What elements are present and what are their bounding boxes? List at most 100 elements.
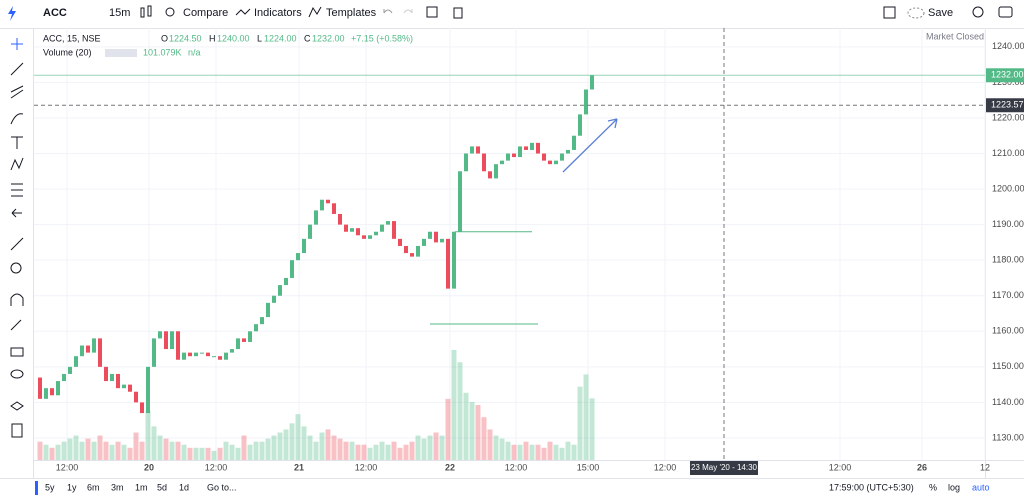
volume-bar <box>391 441 397 460</box>
volume-bar <box>157 435 163 460</box>
y-tick-label: 1150.00 <box>992 361 1024 371</box>
volume-bar <box>373 444 379 460</box>
volume-bar <box>205 447 211 460</box>
y-tick-label: 1140.00 <box>992 397 1024 407</box>
candle-body <box>362 235 366 239</box>
candle-body <box>212 356 216 358</box>
range-button[interactable]: 1d <box>179 482 189 492</box>
indicators-icon[interactable] <box>235 8 251 16</box>
x-tick-label: 12 <box>980 462 990 472</box>
candle-body <box>284 277 288 286</box>
candle-body <box>434 231 438 243</box>
candle-body <box>134 391 138 403</box>
volume-bar <box>571 444 577 460</box>
trash-icon[interactable] <box>453 7 463 19</box>
volume-bar <box>133 432 139 460</box>
candle-body <box>122 384 126 389</box>
drawing-tools[interactable] <box>10 38 24 438</box>
range-button[interactable]: 5d <box>157 482 167 492</box>
layout-icon[interactable] <box>883 6 896 19</box>
candle-body <box>446 238 450 289</box>
templates[interactable]: Templates <box>326 7 377 19</box>
candle-body <box>260 317 264 325</box>
x-tick-label: 22 <box>445 462 455 472</box>
candle-body <box>524 146 528 150</box>
volume-bar <box>463 392 469 460</box>
candle-icon[interactable] <box>140 5 152 18</box>
range-button[interactable]: 3m <box>111 482 124 492</box>
x-tick-label: 26 <box>917 462 927 472</box>
volume-bar <box>85 438 91 460</box>
candle-body <box>308 224 312 239</box>
log[interactable]: log <box>948 482 960 492</box>
range-button[interactable]: 5y <box>45 482 55 492</box>
l-value: 1224.00 <box>264 33 297 43</box>
candle-body <box>194 352 198 357</box>
clock: 17:59:00 (UTC+5:30) <box>829 482 914 492</box>
compare[interactable]: Compare <box>183 7 228 19</box>
candle-body <box>392 221 396 239</box>
x-tick-label: 20 <box>144 462 154 472</box>
volume-bar <box>511 444 517 460</box>
interval[interactable]: 15m <box>109 7 130 19</box>
compare-icon[interactable] <box>165 7 175 17</box>
volume-bar <box>211 450 217 460</box>
volume-name: Volume (20) <box>43 47 92 57</box>
candle-body <box>236 338 240 350</box>
volume-bar <box>229 444 235 460</box>
x-tick-label: 12:00 <box>355 462 378 472</box>
candle-body <box>68 366 72 374</box>
volume-bar <box>505 441 511 460</box>
symbol[interactable]: ACC <box>43 7 67 19</box>
redo[interactable] <box>403 9 413 14</box>
settings-icon[interactable] <box>972 6 984 18</box>
candle-body <box>56 381 60 396</box>
volume-bar <box>475 405 481 460</box>
volume-bar <box>319 432 325 460</box>
save[interactable]: Save <box>928 7 953 19</box>
legend-buttons[interactable] <box>105 49 137 57</box>
volume-bar <box>193 447 199 460</box>
templates-icon[interactable] <box>308 6 322 18</box>
y-tick-label: 1210.00 <box>992 148 1024 158</box>
candle-body <box>116 373 120 389</box>
percent[interactable]: % <box>929 482 937 492</box>
candle-body <box>170 331 174 350</box>
volume-bar <box>103 441 109 460</box>
goto[interactable]: Go to... <box>207 482 237 492</box>
volume-bar <box>547 441 553 460</box>
auto[interactable]: auto <box>972 482 990 492</box>
market-status: Market Closed <box>926 31 984 41</box>
candle-body <box>164 331 168 350</box>
volume-bar <box>151 426 157 460</box>
candle-body <box>146 366 150 414</box>
volume-ma: n/a <box>188 47 201 57</box>
volume-bar <box>325 429 331 460</box>
candle-body <box>470 146 474 154</box>
candle-body <box>542 153 546 161</box>
volume-bar <box>169 441 175 460</box>
range-button[interactable]: 1y <box>67 482 77 492</box>
last-price-label: 1232.00 <box>991 70 1024 80</box>
camera-icon[interactable] <box>998 6 1013 18</box>
range-button[interactable]: 6m <box>87 482 100 492</box>
volume-bar <box>337 438 343 460</box>
indicators[interactable]: Indicators <box>254 7 302 19</box>
candle-body <box>140 402 144 414</box>
volume-bar <box>49 447 55 460</box>
volume-bar <box>79 441 85 460</box>
volume-bar <box>271 435 277 460</box>
volume-bar <box>517 444 523 460</box>
volume-bar <box>409 441 415 460</box>
cloud-icon[interactable] <box>907 7 925 19</box>
undo[interactable] <box>383 9 393 14</box>
volume-bar <box>583 374 589 460</box>
volume-bar <box>175 441 181 460</box>
checkbox-icon[interactable] <box>426 6 438 18</box>
range-button[interactable]: 1m <box>135 482 148 492</box>
x-tick-label: 12:00 <box>654 462 677 472</box>
volume-bar <box>73 435 79 460</box>
y-tick-label: 1200.00 <box>992 183 1024 193</box>
volume-bar <box>541 447 547 460</box>
